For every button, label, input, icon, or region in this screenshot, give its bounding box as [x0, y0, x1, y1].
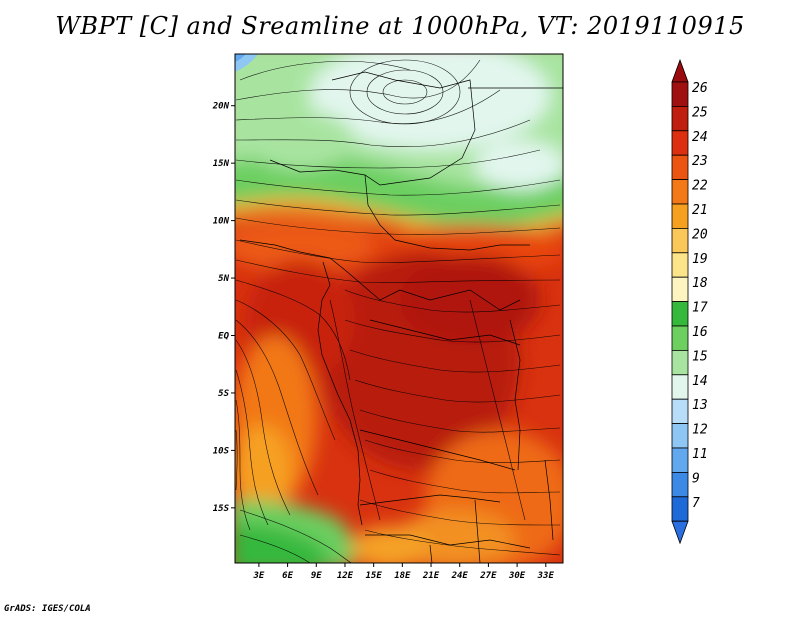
colorbar: 26 25 24 23 22 21 20 19 18 17 16 15 14 13 12 11 9 7 — [671, 58, 708, 545]
colorbar-label: 11 — [692, 447, 708, 462]
colorbar-swatch — [671, 179, 689, 205]
colorbar-swatch — [671, 496, 689, 522]
map-title: WBPT [C] and Sreamline at 1000hPa, VT: 2… — [55, 12, 745, 40]
colorbar-label: 24 — [692, 130, 708, 145]
colorbar-swatch — [671, 81, 689, 107]
lon-tick-label: 21E — [422, 571, 440, 581]
colorbar-label: 17 — [692, 301, 708, 316]
colorbar-swatch — [671, 374, 689, 400]
colorbar-swatch — [671, 252, 689, 278]
colorbar-label: 20 — [692, 227, 708, 242]
colorbar-swatch — [671, 423, 689, 449]
colorbar-top-arrow — [671, 58, 689, 83]
colorbar-swatch — [671, 471, 689, 498]
lat-tick-label: 15S — [213, 504, 230, 514]
colorbar-label: 16 — [692, 325, 708, 340]
lon-tick-label: 6E — [282, 571, 293, 581]
lon-tick-label: 15E — [366, 571, 383, 581]
wbpt-field — [235, 54, 563, 563]
colorbar-swatch — [671, 301, 689, 327]
streamlines — [235, 59, 561, 563]
lon-tick-label: 9E — [311, 571, 322, 581]
colorbar-bottom-arrow — [671, 520, 689, 545]
colorbar-swatch — [671, 203, 689, 229]
lat-tick-label: 5N — [218, 274, 229, 284]
map-frame — [234, 53, 564, 564]
colorbar-label: 26 — [692, 81, 708, 96]
colorbar-label: 23 — [692, 154, 708, 169]
lon-tick-label: 33E — [537, 571, 555, 581]
colorbar-label: 19 — [692, 252, 708, 267]
colorbar-swatch — [671, 227, 689, 254]
lat-tick-label: 5S — [218, 389, 229, 399]
colorbar-swatch — [671, 398, 689, 425]
latitude-axis: 20N 15N 10N 5N EQ 5S 10S 15S — [212, 102, 235, 514]
footer-credit: GrADS: IGES/COLA — [4, 604, 91, 614]
colorbar-label: 14 — [692, 374, 708, 389]
colorbar-label: 9 — [692, 471, 700, 486]
colorbar-swatch — [671, 349, 689, 376]
lon-tick-label: 3E — [252, 571, 264, 581]
lon-tick-label: 18E — [394, 571, 411, 581]
lon-tick-label: 27E — [479, 571, 497, 581]
lat-tick-label: EQ — [218, 332, 229, 342]
lon-tick-label: 12E — [337, 571, 354, 581]
lon-tick-label: 30E — [508, 571, 526, 581]
colorbar-swatch — [671, 130, 689, 156]
colorbar-swatch — [671, 276, 689, 303]
colorbar-label: 12 — [692, 423, 708, 438]
lat-tick-label: 10S — [213, 446, 230, 456]
colorbar-label: 15 — [692, 349, 708, 364]
colorbar-label: 25 — [692, 105, 708, 120]
colorbar-swatch — [671, 447, 689, 473]
colorbar-label: 18 — [692, 276, 708, 291]
lat-tick-label: 10N — [213, 217, 230, 227]
colorbar-label: 13 — [692, 398, 708, 413]
colorbar-label: 22 — [692, 179, 708, 194]
colorbar-label: 21 — [692, 203, 708, 218]
colorbar-swatch — [671, 154, 689, 180]
lat-tick-label: 15N — [213, 159, 230, 169]
colorbar-swatch — [671, 325, 689, 351]
colorbar-swatch — [671, 106, 689, 132]
colorbar-label: 7 — [692, 496, 700, 511]
lon-tick-label: 24E — [451, 571, 469, 581]
longitude-axis: 3E 6E 9E 12E 15E 18E 21E 24E 27E 30E 33E — [252, 563, 554, 581]
lat-tick-label: 20N — [212, 102, 230, 112]
